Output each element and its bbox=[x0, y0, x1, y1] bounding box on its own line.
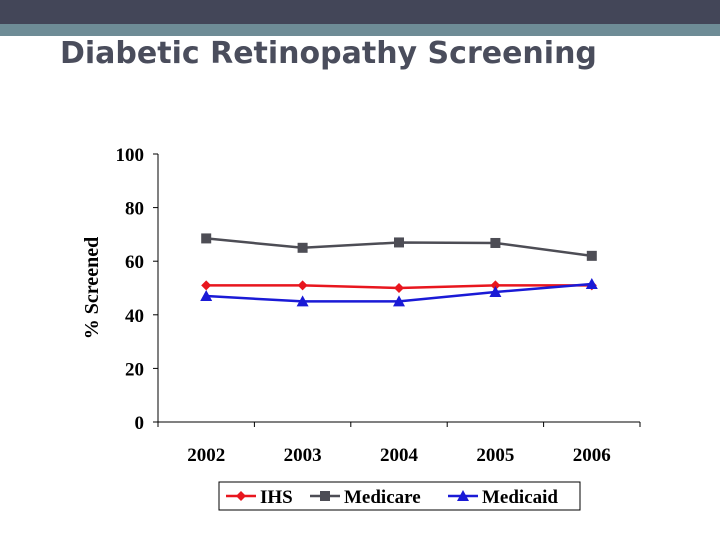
x-tick-label: 2006 bbox=[573, 445, 611, 466]
series-medicare bbox=[201, 233, 597, 261]
y-tick-label: 60 bbox=[125, 252, 144, 273]
x-tick-label: 2004 bbox=[380, 445, 419, 466]
data-point-medicaid bbox=[393, 295, 405, 307]
data-point-medicare bbox=[490, 237, 501, 248]
legend-marker-medicare bbox=[320, 491, 330, 501]
legend-marker-ihs bbox=[236, 491, 246, 501]
x-axis-ticks: 2002 2003 2004 2005 2006 bbox=[157, 422, 641, 466]
legend-label-ihs: IHS bbox=[260, 487, 293, 508]
x-tick-label: 2003 bbox=[284, 445, 322, 466]
legend-item-medicare: Medicare bbox=[310, 487, 421, 508]
data-point-ihs bbox=[394, 283, 404, 293]
x-tick-label: 2002 bbox=[187, 445, 225, 466]
top-banner bbox=[0, 0, 720, 24]
y-tick-label: 0 bbox=[135, 413, 145, 434]
x-tick-label: 2005 bbox=[476, 445, 514, 466]
y-tick-label: 80 bbox=[125, 199, 144, 220]
legend-label-medicare: Medicare bbox=[344, 487, 421, 508]
series-ihs bbox=[201, 280, 597, 293]
y-axis-ticks: 0 20 40 60 80 100 bbox=[116, 145, 158, 434]
data-point-medicare bbox=[201, 233, 212, 244]
data-point-ihs bbox=[297, 280, 308, 291]
data-point-medicare bbox=[586, 250, 597, 261]
series-medicaid bbox=[200, 277, 598, 307]
y-tick-label: 40 bbox=[125, 306, 144, 327]
legend-box bbox=[218, 481, 581, 511]
data-point-medicaid bbox=[489, 286, 502, 298]
data-point-ihs bbox=[201, 280, 212, 291]
legend-marker-medicaid bbox=[457, 490, 469, 501]
top-banner-stripe bbox=[0, 24, 720, 36]
slide-title: Diabetic Retinopathy Screening bbox=[60, 36, 597, 71]
legend-item-ihs: IHS bbox=[226, 487, 293, 508]
y-axis-title: % Screened bbox=[81, 237, 103, 339]
legend-label-medicaid: Medicaid bbox=[482, 487, 558, 508]
chart-axes bbox=[157, 154, 640, 423]
data-point-medicare bbox=[394, 237, 404, 248]
legend-item-medicaid: Medicaid bbox=[448, 487, 558, 508]
y-tick-label: 20 bbox=[125, 359, 144, 380]
data-point-medicare bbox=[297, 242, 308, 253]
y-tick-label: 100 bbox=[116, 145, 145, 166]
chart-legend: IHS Medicare Medicaid bbox=[218, 481, 581, 511]
data-point-medicaid bbox=[296, 295, 309, 307]
data-point-medicaid bbox=[585, 277, 598, 289]
data-point-medicaid bbox=[200, 290, 213, 302]
series-layer bbox=[200, 233, 598, 307]
data-point-ihs bbox=[490, 280, 501, 291]
